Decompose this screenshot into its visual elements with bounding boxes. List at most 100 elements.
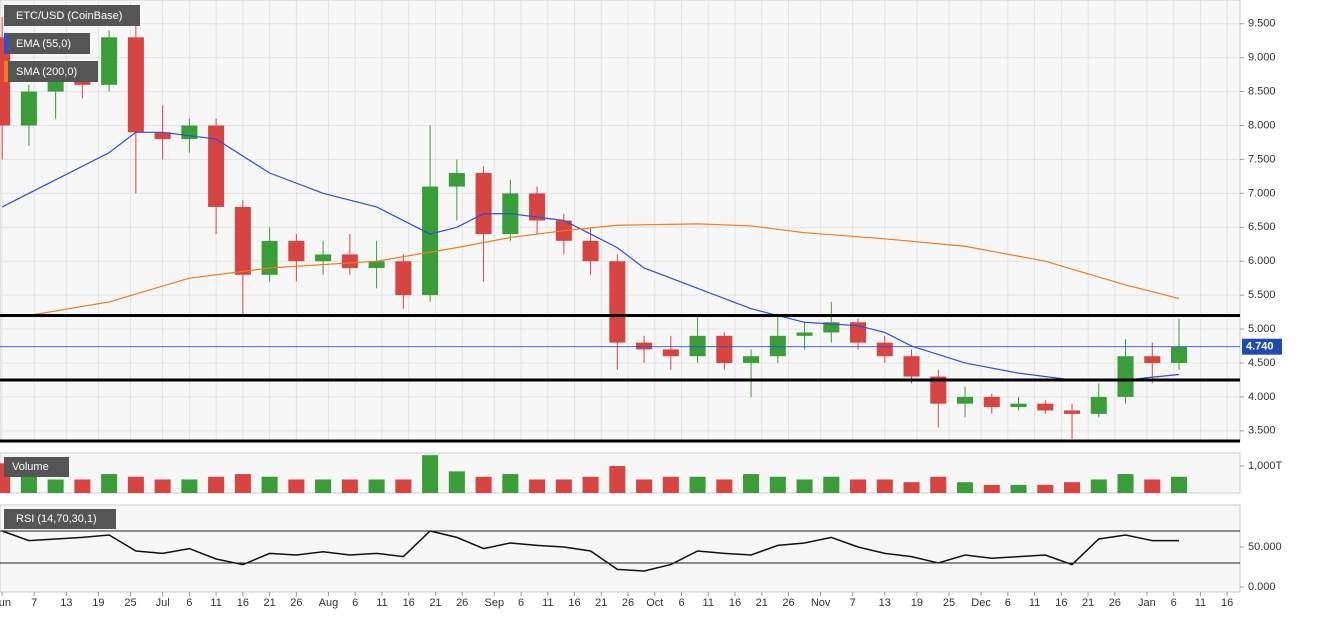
volume-bar (288, 479, 305, 493)
price-panel (0, 0, 1241, 442)
y-tick-label: 1,000T (1248, 460, 1283, 472)
candle-body (448, 173, 465, 187)
y-tick-label: 0.000 (1248, 581, 1276, 593)
volume-bar (743, 474, 760, 493)
x-tick-label: Jan (1138, 597, 1156, 609)
candle-body (850, 322, 867, 343)
candle-body (1037, 403, 1054, 411)
volume-bar (1037, 484, 1054, 493)
y-tick-label: 7.500 (1248, 153, 1276, 165)
volume-bar (448, 471, 465, 493)
y-tick-label: 8.000 (1248, 119, 1276, 131)
candle-body (876, 342, 893, 357)
volume-bar (796, 479, 813, 493)
volume-bar (368, 479, 385, 493)
x-tick-label: 21 (756, 597, 768, 609)
legend-box (4, 61, 98, 82)
x-tick-label: 6 (1005, 597, 1011, 609)
volume-bar (876, 479, 893, 493)
volume-bar (1064, 482, 1081, 493)
candle-body (823, 322, 840, 333)
x-tick-label: 26 (290, 597, 302, 609)
candle-body (1010, 403, 1027, 408)
candle-body (716, 335, 733, 363)
candle-body (1144, 356, 1161, 363)
candle-body (689, 335, 706, 357)
candle-body (1064, 410, 1081, 414)
x-tick-label: 6 (352, 597, 358, 609)
candle-body (930, 376, 947, 404)
candle-body (957, 396, 974, 404)
x-tick-label: 7 (31, 597, 37, 609)
volume-bar (1117, 474, 1134, 493)
y-tick-label: 7.000 (1248, 187, 1276, 199)
x-tick-label: 26 (782, 597, 794, 609)
legend-label: SMA (200,0) (16, 66, 77, 78)
y-tick-label: 9.000 (1248, 52, 1276, 64)
legend-label: EMA (55,0) (16, 38, 71, 50)
x-tick-label: 6 (186, 597, 192, 609)
rsi-panel (0, 504, 1241, 593)
x-tick-label: 16 (1055, 597, 1067, 609)
x-tick-label: 16 (403, 597, 415, 609)
rsi-line (1, 530, 1180, 572)
volume-bar (208, 476, 225, 493)
x-tick-label: 6 (518, 597, 524, 609)
volume-bar (903, 482, 920, 493)
x-tick-label: 26 (1109, 597, 1121, 609)
y-tick-label: 50.000 (1248, 541, 1282, 553)
candle-body (475, 173, 492, 235)
legend-swatch (4, 33, 8, 54)
volume-bar (983, 484, 1000, 493)
volume-bar (1010, 484, 1027, 493)
chart-title: ETC/USD (CoinBase) (16, 10, 122, 22)
last-price-box (1242, 338, 1282, 355)
x-tick-label: 25 (124, 597, 136, 609)
volume-bar (74, 479, 91, 493)
x-tick-label: Jun (0, 597, 11, 609)
candle-body (261, 240, 278, 275)
x-tick-label: 16 (237, 597, 249, 609)
x-tick-label: 26 (622, 597, 634, 609)
x-tick-label: 6 (678, 597, 684, 609)
candle-body (582, 240, 599, 262)
y-tick-label: 8.500 (1248, 85, 1276, 97)
y-tick-label: 3.500 (1248, 425, 1276, 437)
candle-body (127, 37, 144, 133)
title-box (4, 5, 140, 26)
panel-label-box (4, 509, 116, 529)
x-tick-label: 16 (729, 597, 741, 609)
x-tick-label: 11 (210, 597, 221, 609)
volume-bar (422, 455, 439, 493)
volume-bar (636, 479, 653, 493)
y-tick-label: 6.500 (1248, 221, 1276, 233)
candle-body (796, 332, 813, 336)
candle-body (636, 342, 653, 350)
volume-bar (0, 463, 11, 493)
candle-body (101, 37, 118, 85)
x-tick-label: 21 (429, 597, 441, 609)
x-tick-label: 7 (850, 597, 856, 609)
candle-body (154, 132, 171, 140)
x-tick-label: 16 (1221, 597, 1233, 609)
x-tick-label: Jul (156, 597, 170, 609)
volume-bar (395, 479, 412, 493)
candle-body (1090, 396, 1107, 414)
legend-box (4, 33, 90, 54)
candle-body (315, 254, 332, 262)
volume-bar (689, 476, 706, 493)
candle-body (609, 261, 626, 343)
last-price-label: 4.740 (1246, 341, 1274, 353)
indicator-line (1, 131, 1180, 381)
y-tick-label: 6.000 (1248, 255, 1276, 267)
volume-bar (341, 479, 358, 493)
x-tick-label: Nov (811, 597, 831, 609)
volume-bar (234, 474, 251, 493)
candle-body (20, 91, 37, 126)
volume-bar (609, 465, 626, 493)
volume-bar (930, 476, 947, 493)
x-tick-label: 26 (456, 597, 468, 609)
y-tick-label: 4.000 (1248, 391, 1276, 403)
y-tick-label: 9.500 (1248, 18, 1276, 30)
x-tick-label: 19 (911, 597, 923, 609)
